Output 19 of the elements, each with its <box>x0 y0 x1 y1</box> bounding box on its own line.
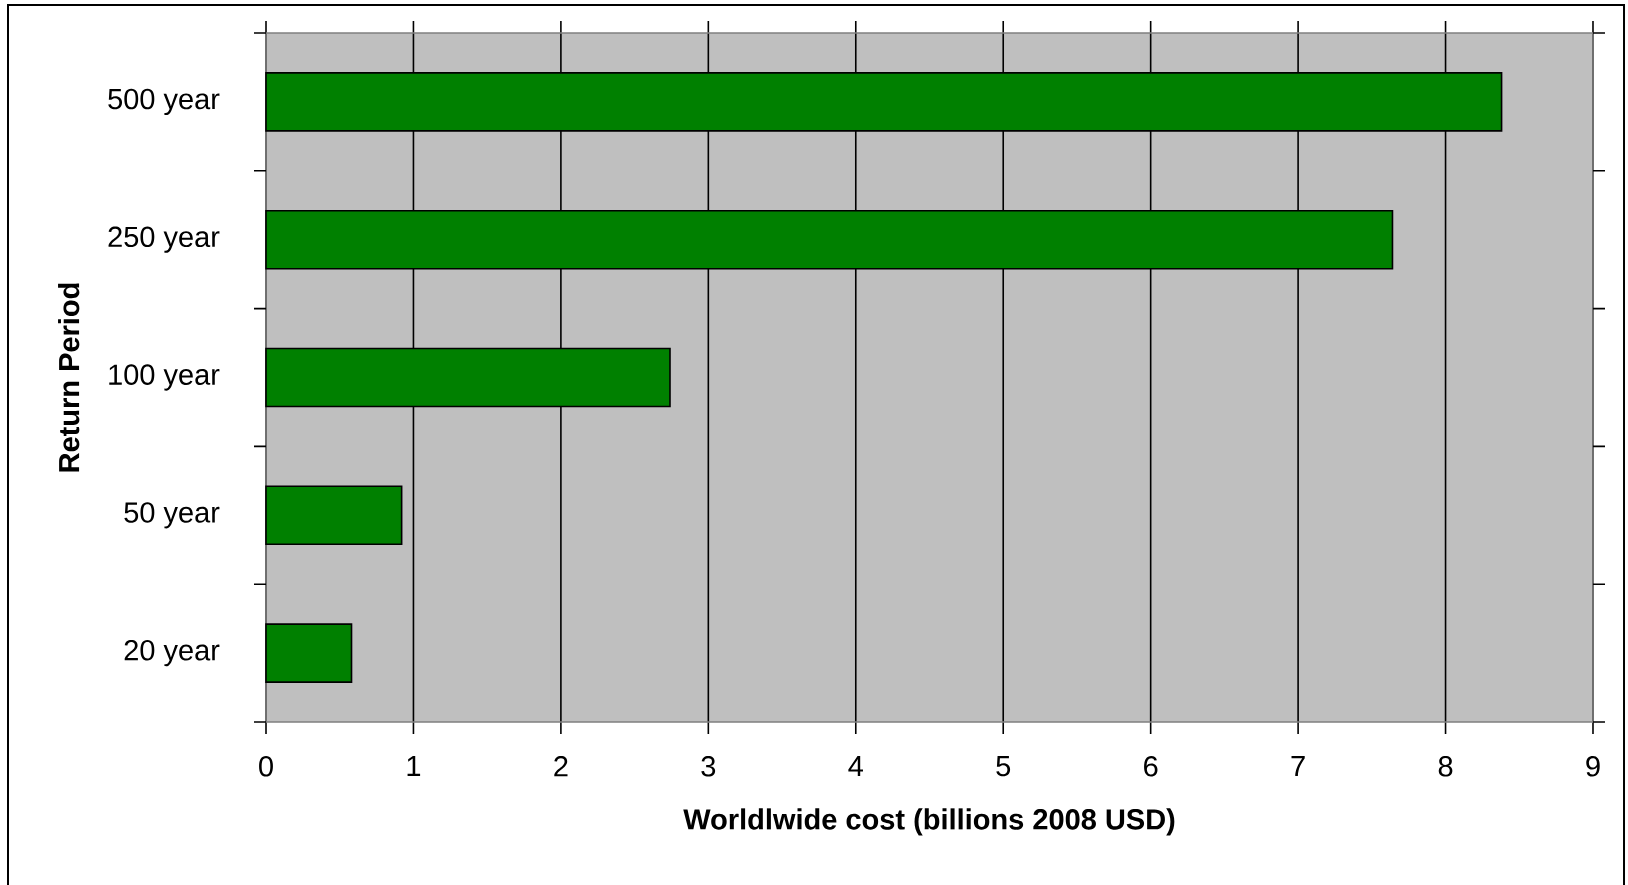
y-tick-label: 20 year <box>124 639 220 667</box>
x-tick-label: 4 <box>848 756 863 777</box>
x-tick-label: 9 <box>1586 756 1600 777</box>
x-axis-title: Worldlwide cost (billions 2008 USD) <box>683 808 1175 836</box>
x-tick-label: 3 <box>701 756 716 777</box>
x-tick-label: 6 <box>1144 756 1158 777</box>
x-tick-label: 0 <box>259 756 273 777</box>
y-axis-title: Return Period <box>58 283 80 472</box>
y-tick-label: 50 year <box>124 502 220 529</box>
y-tick-label: 250 year <box>108 226 220 253</box>
bar <box>265 623 353 683</box>
y-tick-label: 100 year <box>109 364 220 391</box>
x-tick-label: 5 <box>996 756 1011 777</box>
y-tick-label: 500 year <box>108 88 220 116</box>
x-tick-label: 2 <box>554 756 568 777</box>
bar <box>265 485 403 546</box>
x-tick-label: 7 <box>1291 756 1305 777</box>
x-tick-label: 8 <box>1438 756 1453 777</box>
x-tick-label: 1 <box>407 756 421 777</box>
